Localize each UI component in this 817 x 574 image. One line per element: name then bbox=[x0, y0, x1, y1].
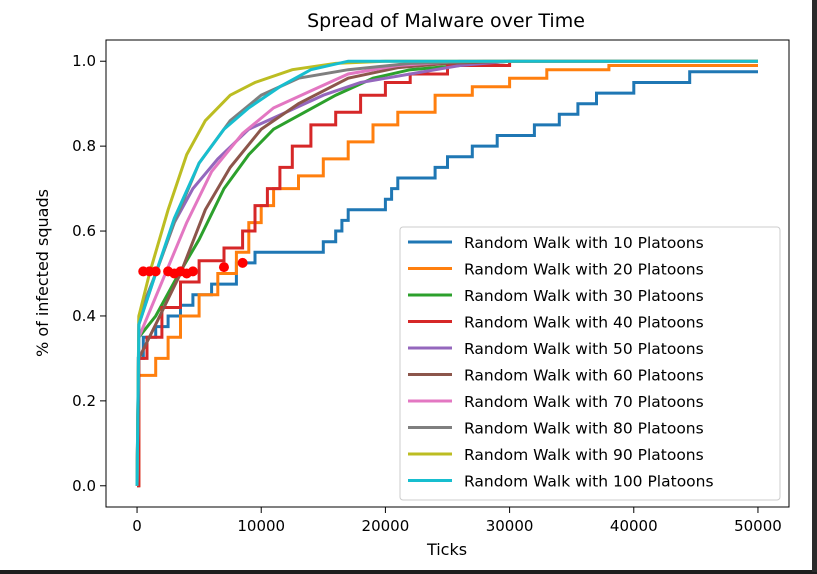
series-line-10 bbox=[135, 59, 758, 486]
window-edge bbox=[812, 0, 817, 572]
y-axis-label: % of infected squads bbox=[33, 189, 52, 357]
legend-box bbox=[399, 226, 781, 501]
legend-label: Random Walk with 60 Platoons bbox=[464, 367, 704, 385]
legend-label: Random Walk with 40 Platoons bbox=[464, 314, 704, 332]
event-marker bbox=[218, 262, 229, 273]
legend-label: Random Walk with 20 Platoons bbox=[464, 261, 704, 279]
plot-area-frame bbox=[105, 39, 790, 508]
y-tick-label: 0.2 bbox=[72, 392, 96, 410]
legend: Random Walk with 10 Platoons Random Walk … bbox=[399, 226, 781, 501]
y-tick-label: 0.8 bbox=[72, 137, 96, 155]
legend-label: Random Walk with 90 Platoons bbox=[464, 446, 704, 464]
y-tick-label: 0.6 bbox=[72, 222, 96, 240]
series-line-2 bbox=[137, 64, 758, 488]
y-tick-label: 0.4 bbox=[72, 307, 96, 325]
legend-label: Random Walk with 80 Platoons bbox=[464, 420, 704, 438]
x-axis-label: Ticks bbox=[426, 540, 467, 559]
series-line-1 bbox=[136, 70, 758, 488]
x-tick-label: 20000 bbox=[362, 517, 410, 535]
x-tick-label: 50000 bbox=[734, 517, 782, 535]
series-lines bbox=[135, 59, 758, 488]
legend-label: Random Walk with 30 Platoons bbox=[464, 287, 704, 305]
event-marker bbox=[187, 266, 198, 277]
event-markers bbox=[138, 257, 248, 279]
chart-title: Spread of Malware over Time bbox=[307, 10, 585, 32]
legend-label: Random Walk with 50 Platoons bbox=[464, 340, 704, 358]
axis-ticks: 0 10000 20000 30000 40000 50000 0.0 0.2 0.4 0.6 0.… bbox=[72, 52, 782, 535]
y-tick-label: 1.0 bbox=[72, 52, 96, 70]
event-marker bbox=[237, 257, 248, 268]
legend-label: Random Walk with 10 Platoons bbox=[464, 234, 704, 252]
x-tick-label: 0 bbox=[132, 517, 142, 535]
legend-label: Random Walk with 100 Platoons bbox=[464, 473, 714, 491]
x-tick-label: 10000 bbox=[237, 517, 285, 535]
event-marker bbox=[150, 266, 161, 277]
legend-label: Random Walk with 70 Platoons bbox=[464, 393, 704, 411]
x-tick-label: 30000 bbox=[486, 517, 534, 535]
x-tick-label: 40000 bbox=[610, 517, 658, 535]
y-tick-label: 0.0 bbox=[72, 477, 96, 495]
